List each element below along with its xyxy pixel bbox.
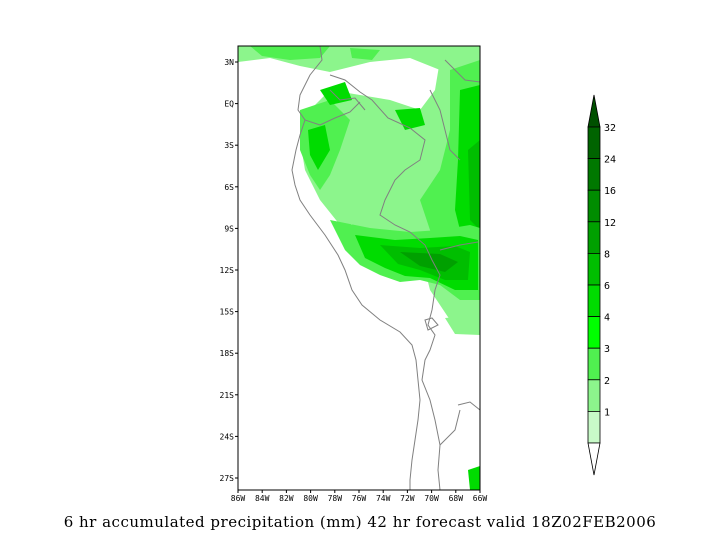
country-borders xyxy=(291,46,480,490)
lat-tick-label: 6S xyxy=(224,183,234,192)
colorbar-level-label: 2 xyxy=(604,376,610,387)
colorbar-level-label: 12 xyxy=(604,218,616,229)
latitude-axis: 3N EQ 3S 6S 9S 12S 15S 18S 21S 24S 27S xyxy=(220,58,238,483)
lon-tick-label: 66W xyxy=(473,494,488,503)
colorbar-swatch xyxy=(587,347,601,381)
lon-tick-label: 74W xyxy=(376,494,391,503)
colorbar-swatch xyxy=(587,126,601,160)
colorbar-swatch xyxy=(587,284,601,318)
lat-tick-label: 3N xyxy=(224,58,234,67)
lat-tick-label: EQ xyxy=(224,100,234,109)
colorbar-swatch xyxy=(587,379,601,412)
colorbar-level-label: 4 xyxy=(604,313,610,324)
colorbar-swatch xyxy=(587,410,601,444)
colorbar-top-arrow xyxy=(587,94,601,128)
colorbar-swatch xyxy=(587,158,601,191)
lon-tick-label: 70W xyxy=(424,494,439,503)
colorbar-level-label: 6 xyxy=(604,281,610,292)
lat-tick-label: 3S xyxy=(224,141,234,150)
colorbar-swatch xyxy=(587,316,601,349)
lat-tick-label: 21S xyxy=(220,391,235,400)
lon-tick-label: 76W xyxy=(352,494,367,503)
colorbar-level-label: 24 xyxy=(604,155,616,166)
lat-tick-label: 27S xyxy=(220,474,235,483)
lon-tick-label: 78W xyxy=(328,494,343,503)
colorbar-level-label: 16 xyxy=(604,186,616,197)
lat-tick-label: 24S xyxy=(220,432,235,441)
lat-tick-label: 15S xyxy=(220,308,235,317)
colorbar-level-label: 8 xyxy=(604,249,610,260)
lat-tick-label: 12S xyxy=(220,266,235,275)
figure-caption: 6 hr accumulated precipitation (mm) 42 h… xyxy=(63,513,657,531)
lon-tick-label: 84W xyxy=(255,494,270,503)
lon-tick-label: 72W xyxy=(400,494,415,503)
colorbar-swatch xyxy=(587,221,601,254)
lon-tick-label: 82W xyxy=(279,494,294,503)
lon-tick-label: 68W xyxy=(449,494,464,503)
precipitation-shading xyxy=(238,46,480,490)
colorbar-swatch xyxy=(587,189,601,223)
colorbar-level-label: 32 xyxy=(604,123,616,134)
lon-tick-label: 86W xyxy=(231,494,246,503)
colorbar-swatch xyxy=(587,252,601,286)
colorbar-bottom-arrow xyxy=(587,442,601,476)
colorbar-level-label: 1 xyxy=(604,407,610,418)
longitude-axis: 86W 84W 82W 80W 78W 76W 74W 72W 70W 68W 66W xyxy=(231,490,488,503)
lon-tick-label: 80W xyxy=(303,494,318,503)
lat-tick-label: 9S xyxy=(224,224,234,233)
colorbar-level-label: 3 xyxy=(604,344,610,355)
lat-tick-label: 18S xyxy=(220,349,235,358)
